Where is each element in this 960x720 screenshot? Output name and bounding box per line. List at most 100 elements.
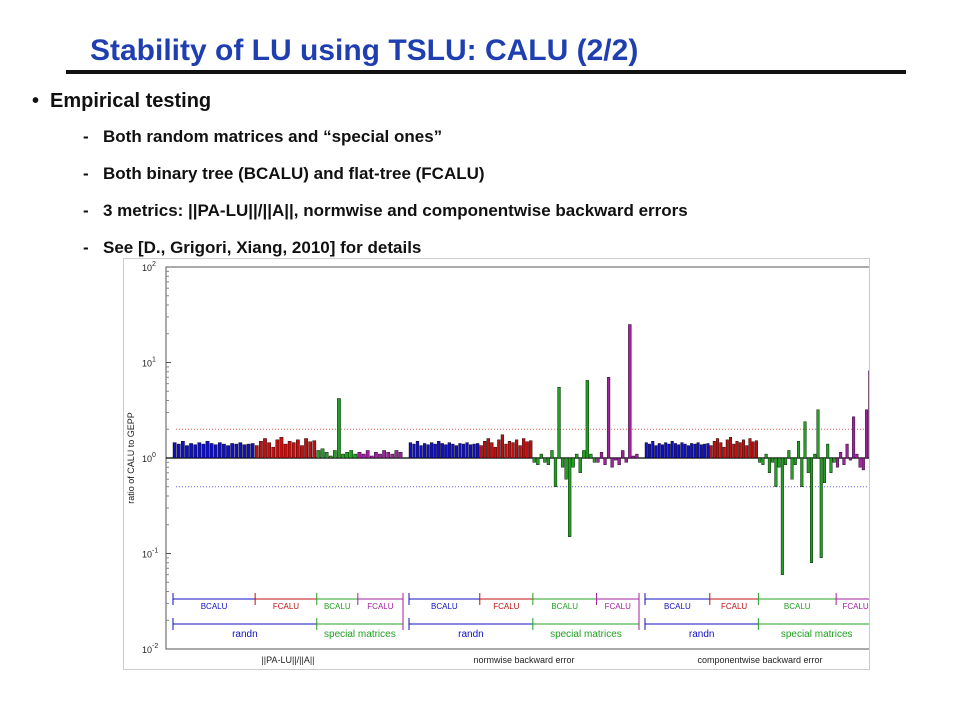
bar [382,450,386,459]
bar [283,443,288,459]
bar [592,457,597,463]
bar [560,457,565,468]
bar [378,453,382,459]
group-label: randn [232,629,258,640]
segment-label: BCALU [431,602,458,611]
bar [582,450,586,459]
bar [719,442,723,459]
bar [575,453,579,459]
bar [213,444,218,459]
bar [761,457,765,465]
bar [490,442,494,459]
bar [193,444,198,459]
bar [415,440,420,459]
bar [571,457,575,468]
bar [238,442,243,459]
bar [606,377,611,459]
bar [222,443,226,459]
bar [514,439,519,459]
bar [813,453,817,459]
bar [458,443,462,459]
bar [440,443,444,459]
bar [287,440,292,459]
subitem-2: - Both binary tree (BCALU) and flat-tree … [83,164,485,184]
bar [267,442,271,459]
y-tick-label: 101 [142,357,156,369]
bar [790,457,794,480]
bar [279,437,284,459]
dash-glyph: - [83,164,89,183]
bar [263,438,267,459]
bar [518,445,522,459]
bar [732,443,736,459]
bar [861,457,865,471]
bar [617,457,621,465]
slide-title: Stability of LU using TSLU: CALU (2/2) [90,34,639,67]
segment-label: FCALU [721,602,747,611]
bar [585,380,589,459]
bar [774,457,778,487]
bar [217,442,222,459]
bar [822,457,826,483]
bar [712,440,716,459]
bar [341,453,345,459]
bar [271,446,276,459]
bar [500,434,505,459]
bar [546,457,551,465]
group-label: special matrices [550,629,622,640]
bar [511,442,515,459]
bar [181,440,185,459]
bar [254,445,259,459]
group-label: special matrices [781,629,853,640]
bar [422,443,427,459]
bar [758,457,762,463]
y-axis-label: ratio of CALU to GEPP [126,412,136,504]
bar [324,452,329,459]
bar [848,457,852,461]
bar [777,457,781,468]
bar [764,453,768,459]
bar [621,450,625,459]
subitem-1: - Both random matrices and “special ones” [83,127,442,147]
bar [374,452,378,459]
bar [614,457,618,461]
bar [451,443,455,459]
bar [787,450,791,459]
bar [242,444,247,459]
dash-glyph: - [83,127,89,146]
bar [725,439,729,459]
bar [412,443,416,459]
bar [553,457,558,487]
bar [504,443,508,459]
bar [829,457,833,473]
subitem-text: See [D., Grigori, Xiang, 2010] for detai… [103,238,422,257]
bar [635,453,639,459]
bar [599,452,604,459]
bar [722,446,726,459]
bar [596,457,600,463]
bar [345,452,349,459]
y-tick-label: 10-2 [142,643,158,655]
bar [780,457,784,575]
bar [250,443,255,459]
bar [332,450,337,459]
y-tick-label: 102 [142,261,156,273]
bar [522,438,526,459]
segment-label: BCALU [784,602,811,611]
bar [648,443,652,459]
bar [296,439,300,459]
bar [745,445,749,459]
bar [696,442,700,459]
bar [654,445,658,459]
bar [806,457,810,473]
bar [357,452,362,459]
bar [664,442,668,459]
bar [660,444,664,459]
bar [476,443,480,459]
subitem-text: 3 metrics: ||PA-LU||/||A||, normwise and… [103,201,688,220]
subitem-4: - See [D., Grigori, Xiang, 2010] for deta… [83,238,421,258]
bar [447,442,451,459]
bar [479,445,483,459]
bar [259,440,263,459]
bar [667,443,671,459]
